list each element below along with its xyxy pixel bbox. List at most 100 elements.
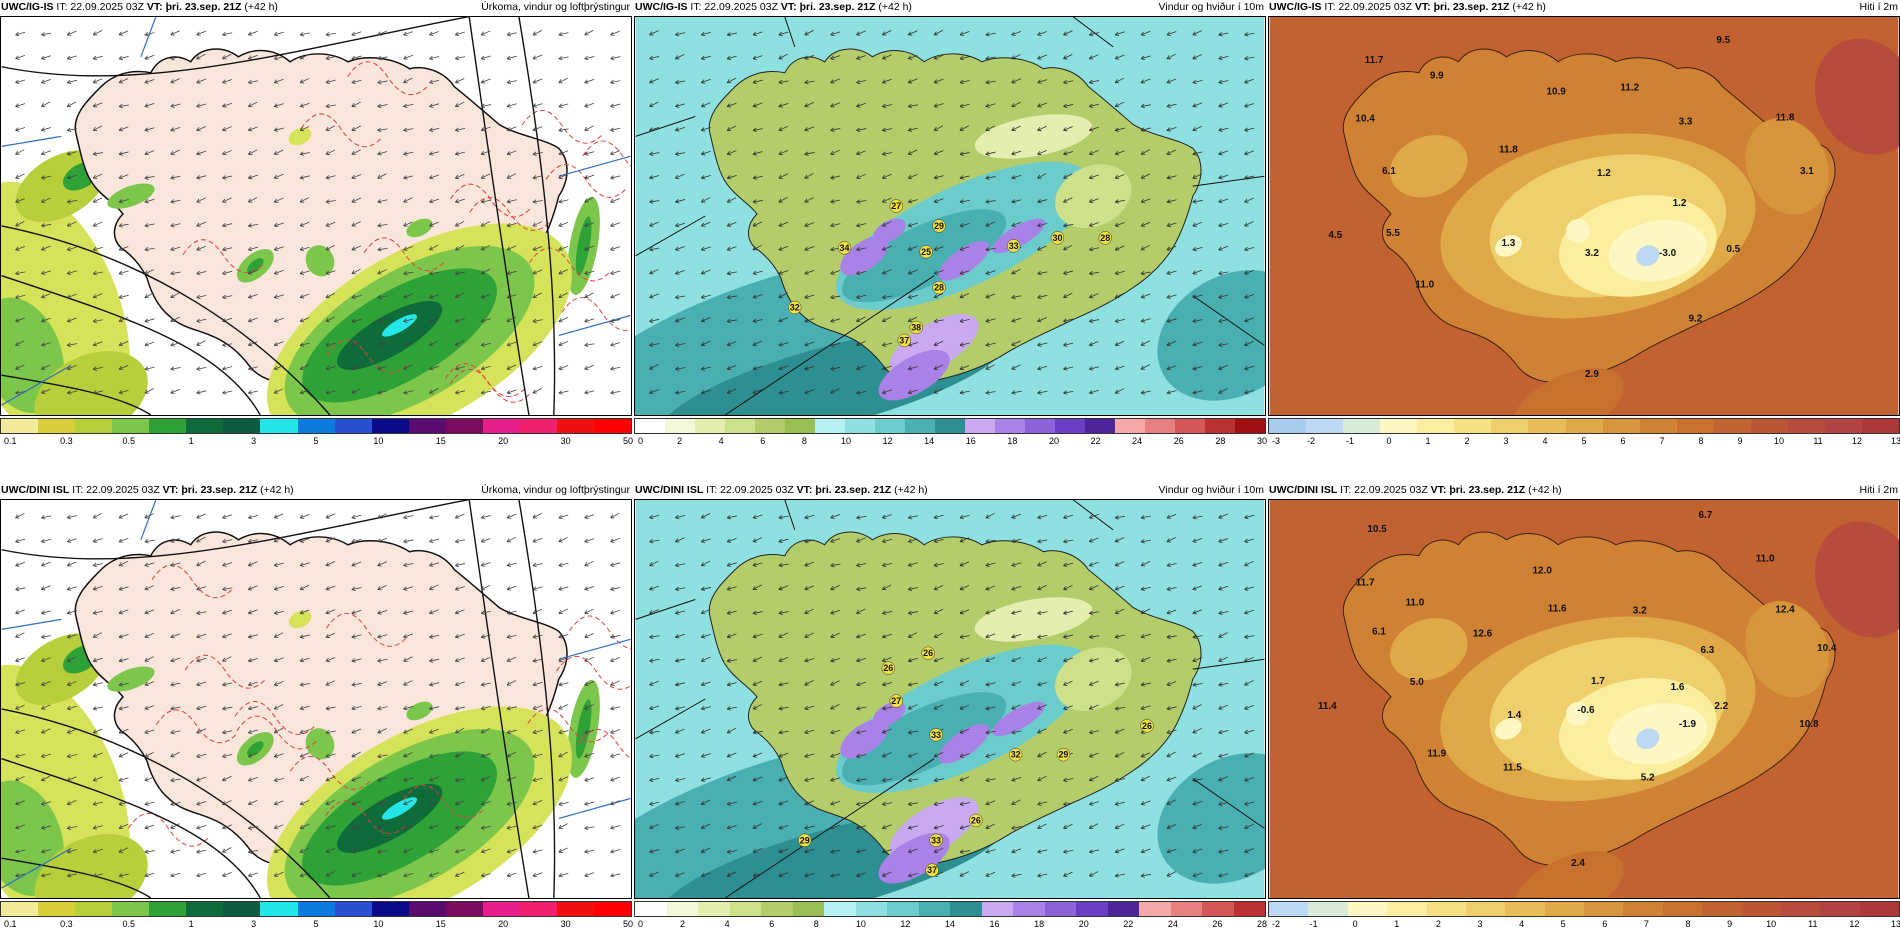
temperature-value: 10.5 xyxy=(1367,524,1387,535)
colorbar-ticks: 0 2 4 6 8 10 12 14 16 18 20 22 24 26 28 30 xyxy=(634,436,1267,448)
colorbar-tick-label: 24 xyxy=(1132,436,1143,446)
valid-time: VT: þri. 23.sep. 21Z xyxy=(796,484,892,496)
colorbar-segment xyxy=(408,902,446,916)
colorbar-tick-label: 5 xyxy=(1581,436,1587,446)
temperature-value: 4.5 xyxy=(1328,230,1342,241)
boundary-line xyxy=(1192,658,1265,670)
gust-value: 27 xyxy=(891,696,901,706)
colorbar-tick-label: 0.5 xyxy=(122,919,136,929)
field-area xyxy=(34,351,148,415)
colorbar-tick-label: 0.3 xyxy=(60,919,73,929)
colorbar-segment xyxy=(1639,419,1677,433)
temperature-value: 6.1 xyxy=(1382,166,1396,177)
gust-marker xyxy=(889,199,903,213)
temperature-value: 5.0 xyxy=(1410,677,1424,688)
colorbar-tick-label: 4 xyxy=(1519,919,1525,929)
field-area xyxy=(1495,718,1522,740)
field-area xyxy=(1055,647,1132,711)
temperature-value: 11.4 xyxy=(1318,701,1337,712)
colorbar-segment xyxy=(334,902,372,916)
model-name: UWC/DINI ISL xyxy=(635,484,704,496)
colorbar-tick-label: 18 xyxy=(1034,919,1045,929)
gust-value: 29 xyxy=(1058,750,1068,760)
colorbar-segment xyxy=(1044,902,1076,916)
temperature-value: 9.9 xyxy=(1430,71,1444,82)
isotherm-line xyxy=(556,655,631,690)
isobar-line xyxy=(1,17,471,77)
colorbar-tick-label: 11 xyxy=(1808,919,1818,929)
init-time: IT: 22.09.2025 03Z xyxy=(1321,1,1415,13)
lead-time: (+42 h) xyxy=(241,1,278,13)
isotherm-line xyxy=(527,708,608,743)
colorbar-segment xyxy=(260,902,298,916)
isotherm-line xyxy=(363,237,445,272)
field-area xyxy=(247,741,264,757)
gust-value: 28 xyxy=(934,283,944,293)
isobar-line xyxy=(1,225,331,415)
field-area xyxy=(1814,521,1899,638)
gust-value: 30 xyxy=(1052,233,1062,243)
colorbar-segment xyxy=(1076,902,1108,916)
colorbar-tick-label: 4 xyxy=(718,436,724,446)
colorbar-tick-label: 30 xyxy=(560,919,571,929)
colorbar-segment xyxy=(1175,419,1205,433)
isobar-line xyxy=(468,17,530,415)
gust-value: 25 xyxy=(921,247,931,257)
colorbar-tick-label: 1 xyxy=(1425,436,1431,446)
colorbar xyxy=(634,901,1266,917)
temperature-value: 10.9 xyxy=(1546,87,1566,98)
colorbar-tick-label: 0.5 xyxy=(122,436,136,446)
colorbar-segment xyxy=(556,902,594,916)
colorbar-tick-label: 0 xyxy=(638,436,644,446)
colorbar-segment xyxy=(1085,419,1115,433)
colorbar-segment xyxy=(815,419,845,433)
colorbar-tick-label: 14 xyxy=(924,436,935,446)
colorbar-segment xyxy=(1662,902,1703,916)
panel-title: Hiti í 2m xyxy=(1859,1,1898,13)
colorbar-segment xyxy=(1602,419,1640,433)
boundary-line xyxy=(635,599,696,620)
gust-marker xyxy=(1050,231,1065,245)
field-area xyxy=(382,314,418,337)
colorbar xyxy=(1268,901,1900,917)
colorbar-segment xyxy=(297,419,335,433)
colorbar-tick-label: 15 xyxy=(435,436,446,446)
temperature-value: 11.0 xyxy=(1415,280,1434,291)
colorbar-tick-label: 5 xyxy=(313,436,319,446)
colorbar-segment xyxy=(1269,419,1307,433)
model-name: UWC/DINI ISL xyxy=(1,484,70,496)
temperature-value: 11.9 xyxy=(1427,749,1446,760)
gust-marker xyxy=(919,245,933,259)
gust-marker xyxy=(909,320,923,335)
panel-header: UWC/DINI ISL IT: 22.09.2025 03Z VT: þri.… xyxy=(0,483,632,498)
colorbar-segment xyxy=(1235,419,1265,433)
front-line xyxy=(558,314,631,336)
colorbar-tick-label: 8 xyxy=(801,436,807,446)
colorbar-segment xyxy=(725,419,755,433)
field-area xyxy=(938,724,990,764)
colorbar-segment xyxy=(1750,419,1788,433)
isotherm-line xyxy=(325,612,407,647)
colorbar-tick-label: 20 xyxy=(1078,919,1089,929)
temperature-value: 2.4 xyxy=(1571,858,1585,869)
model-name: UWC/IG-IS xyxy=(1,1,54,13)
boundary-line xyxy=(1192,175,1265,187)
isotherm-line xyxy=(128,812,209,847)
gust-marker xyxy=(932,219,946,233)
front-line xyxy=(140,500,157,541)
temperature-value: 12.0 xyxy=(1533,566,1553,577)
colorbar-segment xyxy=(149,419,187,433)
front-line xyxy=(558,155,631,177)
isotherm-line xyxy=(289,755,371,790)
field-area xyxy=(288,127,312,146)
temperature-value: 11.5 xyxy=(1503,763,1522,774)
isotherm-line xyxy=(184,654,266,689)
colorbar-tick-label: 3 xyxy=(1503,436,1509,446)
colorbar-segment xyxy=(1,419,39,433)
colorbar-tick-label: 0 xyxy=(1352,919,1358,929)
init-time: IT: 22.09.2025 03Z xyxy=(687,1,781,13)
colorbar-segment xyxy=(965,419,995,433)
panel-title: Vindur og hviður í 10m xyxy=(1158,1,1264,13)
colorbar-segment xyxy=(186,419,224,433)
